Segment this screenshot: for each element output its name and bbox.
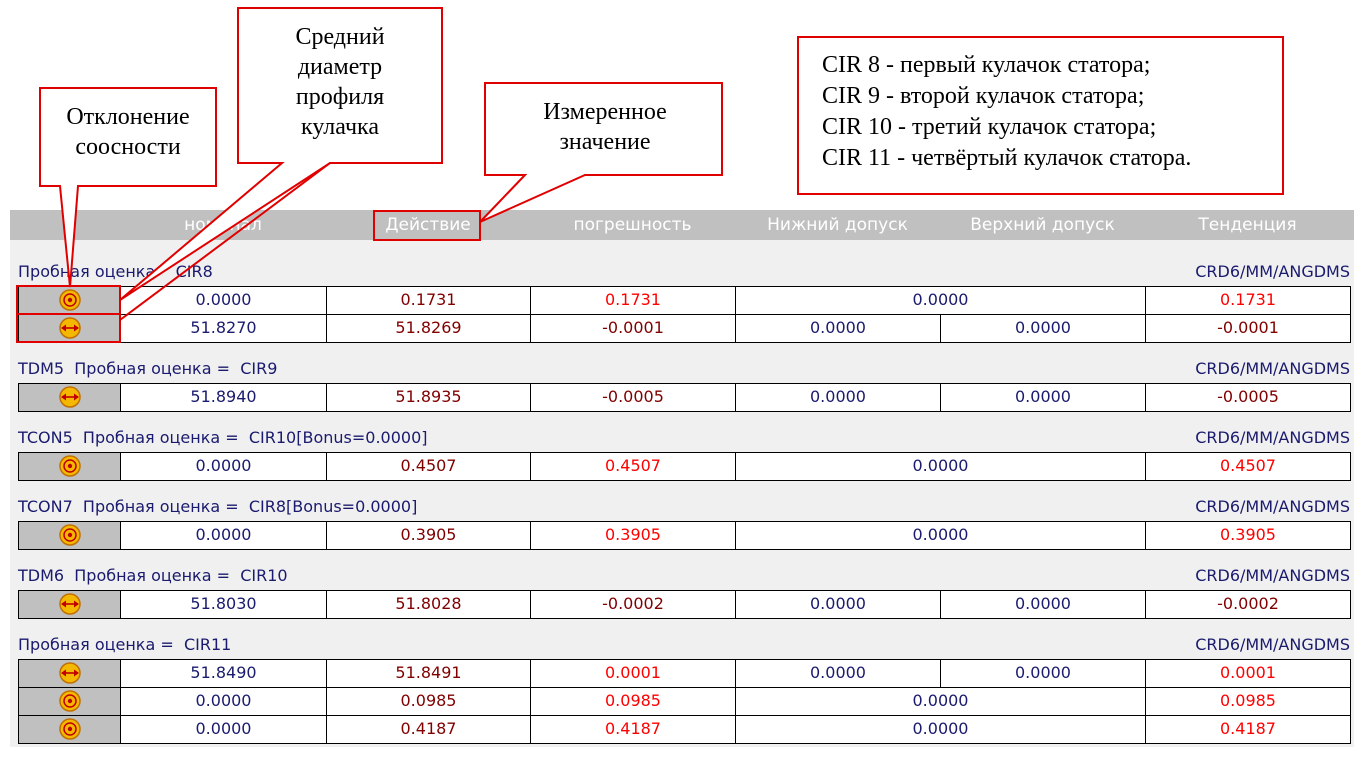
value-cell: 0.0000	[940, 383, 1146, 412]
feature-icon	[18, 659, 121, 688]
value-cell: 51.8270	[120, 314, 327, 343]
annotation-text: Средний диаметр профиля кулачка	[295, 24, 385, 140]
value-cell: 0.0000	[120, 452, 327, 481]
icon	[58, 593, 81, 615]
value-cell: 0.0000	[735, 687, 1146, 716]
feature-icon	[18, 286, 121, 315]
column-header: Действие	[385, 215, 471, 235]
value-cell: 0.4507	[1145, 452, 1351, 481]
value-cell: -0.0002	[530, 590, 736, 619]
annotation-text: Измеренное значение	[543, 99, 667, 155]
group-units: CRD6/MM/ANGDMS	[1195, 566, 1350, 585]
group-units: CRD6/MM/ANGDMS	[1195, 359, 1350, 378]
value-cell: -0.0005	[1145, 383, 1351, 412]
callout-coaxiality	[39, 87, 217, 288]
value-cell: 0.0000	[735, 590, 941, 619]
callout-measured	[479, 82, 723, 223]
legend-line: CIR 11 - четвёртый кулачок статора.	[822, 145, 1192, 171]
value-cell: 0.4187	[530, 715, 736, 744]
value-cell: 0.0000	[940, 659, 1146, 688]
value-cell: 0.0000	[735, 659, 941, 688]
value-cell: 0.0000	[735, 452, 1146, 481]
icon	[58, 690, 81, 712]
icon	[58, 662, 81, 684]
legend-line: CIR 9 - второй кулачок статора;	[822, 83, 1145, 109]
annotation-text: Отклонение соосности	[66, 104, 190, 160]
group-title: TDM5 Пробная оценка = CIR9	[18, 359, 278, 378]
value-cell: 0.0000	[120, 715, 327, 744]
column-header: Тенденция	[1198, 215, 1297, 235]
value-cell: 0.1731	[1145, 286, 1351, 315]
legend-line: CIR 10 - третий кулачок статора;	[822, 114, 1157, 140]
highlight-header	[373, 210, 481, 241]
value-cell: 0.0001	[1145, 659, 1351, 688]
icon	[58, 317, 81, 339]
value-cell: 0.4187	[1145, 715, 1351, 744]
icon	[58, 289, 81, 311]
feature-icon	[18, 715, 121, 744]
group-title: Пробная оценка = CIR11	[18, 635, 232, 654]
value-cell: -0.0001	[1145, 314, 1351, 343]
value-cell: 0.4187	[326, 715, 531, 744]
value-cell: 0.1731	[530, 286, 736, 315]
group-units: CRD6/MM/ANGDMS	[1195, 635, 1350, 654]
value-cell: 51.8490	[120, 659, 327, 688]
value-cell: 0.0000	[735, 715, 1146, 744]
value-cell: -0.0001	[530, 314, 736, 343]
group-title: TCON5 Пробная оценка = CIR10[Bonus=0.000…	[18, 428, 428, 447]
value-cell: 0.0000	[735, 286, 1146, 315]
value-cell: 0.4507	[530, 452, 736, 481]
callout-diameter	[119, 7, 443, 301]
value-cell: 0.1731	[326, 286, 531, 315]
feature-icon	[18, 452, 121, 481]
value-cell: 0.0000	[120, 521, 327, 550]
value-cell: 51.8940	[120, 383, 327, 412]
column-header: Нижний допуск	[767, 215, 908, 235]
value-cell: -0.0002	[1145, 590, 1351, 619]
group-units: CRD6/MM/ANGDMS	[1195, 428, 1350, 447]
value-cell: 0.0000	[735, 383, 941, 412]
value-cell: 0.0000	[120, 687, 327, 716]
icon	[58, 524, 81, 546]
value-cell: 0.4507	[326, 452, 531, 481]
icon	[58, 455, 81, 477]
group-units: CRD6/MM/ANGDMS	[1195, 262, 1350, 281]
icon	[58, 386, 81, 408]
feature-icon	[18, 687, 121, 716]
legend-line: CIR 8 - первый кулачок статора;	[822, 52, 1151, 78]
feature-icon	[18, 521, 121, 550]
value-cell: 0.0000	[940, 590, 1146, 619]
value-cell: 0.0000	[120, 286, 327, 315]
feature-icon	[18, 383, 121, 412]
value-cell: 0.0985	[530, 687, 736, 716]
callout-diameter-edge	[119, 162, 331, 321]
value-cell: 51.8269	[326, 314, 531, 343]
group-title: TDM6 Пробная оценка = CIR10	[18, 566, 288, 585]
highlight-icon	[16, 313, 121, 343]
legend-box	[797, 36, 1284, 195]
value-cell: 51.8030	[120, 590, 327, 619]
group-units: CRD6/MM/ANGDMS	[1195, 497, 1350, 516]
value-cell: 0.3905	[530, 521, 736, 550]
column-header: погрешность	[573, 215, 692, 235]
value-cell: 0.0001	[530, 659, 736, 688]
highlight-icon	[16, 285, 121, 315]
value-cell: 51.8935	[326, 383, 531, 412]
column-header: Верхний допуск	[970, 215, 1115, 235]
value-cell: 0.3905	[1145, 521, 1351, 550]
value-cell: 0.0000	[735, 521, 1146, 550]
value-cell: 0.0985	[326, 687, 531, 716]
feature-icon	[18, 314, 121, 343]
group-title: TCON7 Пробная оценка = CIR8[Bonus=0.0000…	[18, 497, 418, 516]
value-cell: 0.0000	[940, 314, 1146, 343]
icon	[58, 718, 81, 740]
value-cell: -0.0005	[530, 383, 736, 412]
value-cell: 0.0985	[1145, 687, 1351, 716]
legend: CIR 8 - первый кулачок статора; CIR 9 - …	[822, 50, 1191, 174]
